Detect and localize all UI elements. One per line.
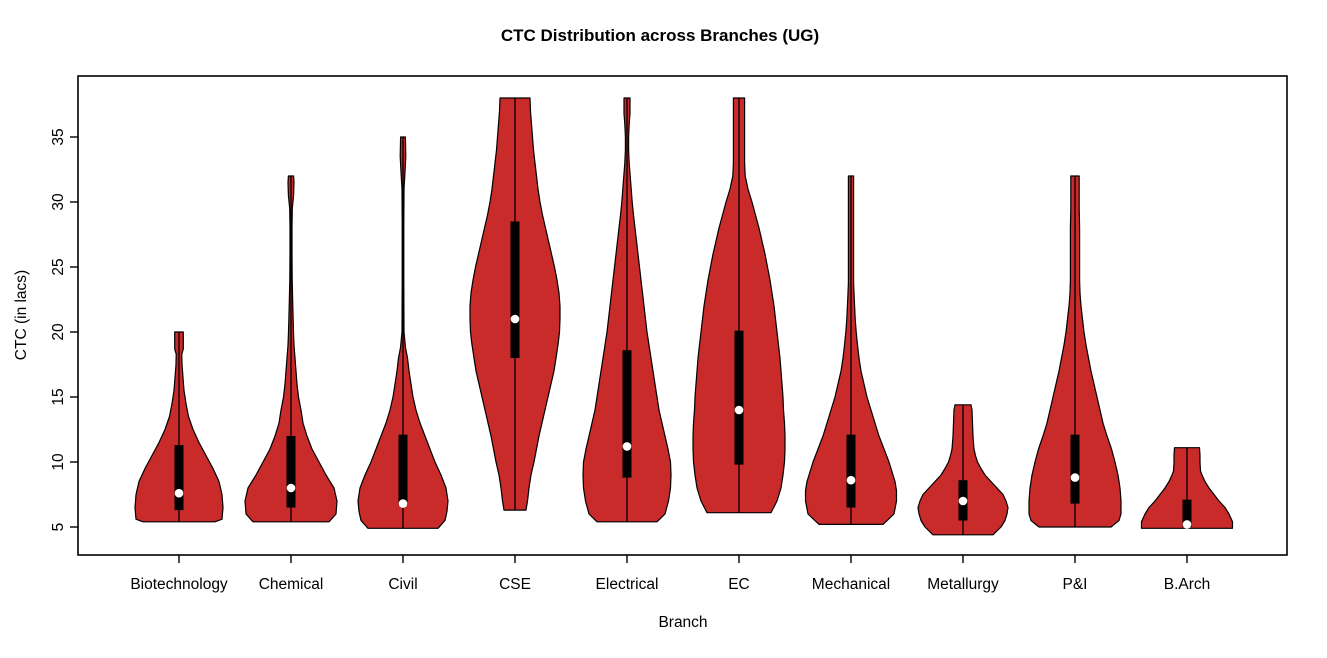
y-tick-label-15: 15 (50, 388, 67, 405)
violin-electrical (582, 97, 672, 523)
x-tick-label-metallurgy: Metallurgy (927, 576, 999, 593)
plot-border (77, 75, 1288, 556)
median-dot-b-arch (1182, 520, 1192, 529)
x-tick-label-cse: CSE (499, 576, 531, 593)
violin-p-i (1028, 175, 1122, 528)
median-dot-p-i (1070, 473, 1080, 482)
violin-cse (469, 97, 561, 511)
median-dot-cse (510, 314, 520, 324)
violin-metallurgy (917, 404, 1009, 536)
iqr-box-mechanical (846, 434, 856, 508)
violin-mechanical (804, 175, 898, 526)
iqr-box-electrical (622, 350, 632, 478)
median-dot-metallurgy (958, 496, 968, 506)
x-tick-label-ec: EC (728, 576, 750, 593)
x-tick-label-mechanical: Mechanical (812, 576, 890, 593)
y-tick-label-35: 35 (50, 128, 67, 145)
x-tick-label-electrical: Electrical (596, 576, 659, 593)
x-tick-label-biotechnology: Biotechnology (130, 576, 228, 593)
violin-ec (692, 97, 786, 514)
y-tick-label-30: 30 (50, 193, 67, 211)
median-dot-civil (398, 499, 408, 508)
violin-b-arch (1140, 447, 1234, 529)
iqr-box-cse (510, 221, 520, 358)
x-axis-title: Branch (658, 614, 707, 631)
y-tick-label-5: 5 (50, 523, 67, 532)
median-dot-ec (734, 405, 744, 415)
y-tick-label-10: 10 (50, 453, 67, 471)
median-dot-mechanical (846, 475, 856, 485)
y-tick-label-25: 25 (50, 258, 67, 275)
x-tick-label-chemical: Chemical (259, 576, 324, 593)
median-dot-biotechnology (174, 488, 184, 498)
violin-chemical (244, 175, 338, 523)
iqr-box-p-i (1070, 434, 1080, 504)
violin-biotechnology (134, 331, 224, 523)
iqr-box-b-arch (1182, 499, 1192, 527)
x-tick-label-civil: Civil (388, 576, 417, 593)
x-tick-label-p-i: P&I (1063, 576, 1088, 593)
violin-civil (357, 136, 449, 529)
iqr-box-chemical (286, 436, 296, 508)
axes-layer: 5 10 15 20 25 30 35 Biotechnology Chemical Civil C… (50, 128, 1210, 593)
x-tick-label-b-arch: B.Arch (1164, 576, 1211, 593)
violins-layer (134, 97, 1234, 536)
median-dot-electrical (622, 442, 632, 451)
y-axis-title: CTC (in lacs) (13, 270, 30, 360)
iqr-box-biotechnology (174, 445, 184, 511)
iqr-box-ec (734, 330, 744, 465)
median-dot-chemical (286, 483, 296, 493)
y-tick-label-20: 20 (50, 323, 67, 341)
plot-title: CTC Distribution across Branches (UG) (501, 26, 819, 45)
iqr-box-civil (398, 434, 408, 505)
